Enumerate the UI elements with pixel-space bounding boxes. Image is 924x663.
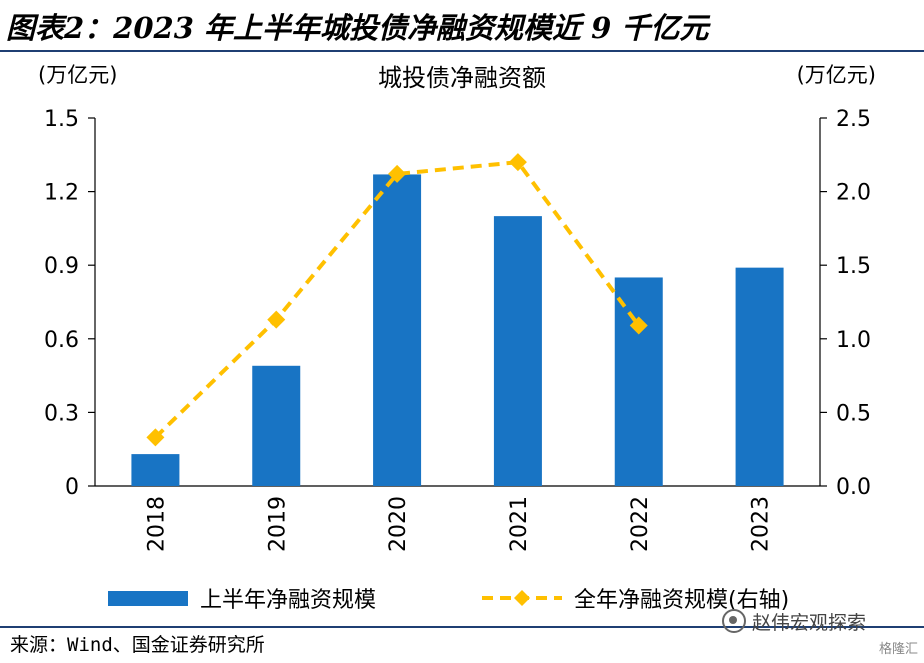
x-tick-label: 2023 [749, 496, 774, 552]
legend-line-label: 全年净融资规模(右轴) [574, 588, 789, 613]
line-path [154, 160, 641, 439]
x-tick-label: 2022 [628, 496, 653, 552]
line-point-2019 [267, 310, 286, 329]
left-tick-label: 0.9 [44, 254, 79, 279]
legend-bar-swatch [108, 591, 188, 606]
right-tick-label: 0.5 [836, 401, 871, 426]
left-tick-label: 1.5 [44, 107, 79, 132]
watermark-text: 赵伟宏观探索 [752, 611, 867, 634]
x-tick-label: 2020 [386, 496, 411, 552]
x-tick-label: 2021 [507, 496, 532, 552]
line-point-2018 [146, 428, 165, 447]
line-point-2020 [388, 164, 407, 183]
left-tick-label: 0.3 [44, 401, 79, 426]
bar-2019 [252, 365, 301, 486]
right-tick-label: 1.0 [836, 328, 871, 353]
left-tick-label: 0 [65, 475, 79, 500]
legend-line-marker [514, 590, 530, 606]
right-tick-label: 0.0 [836, 475, 871, 500]
bar-2020 [373, 174, 422, 486]
right-tick-label: 1.5 [836, 254, 871, 279]
source-note: 来源：Wind、国金证券研究所 [10, 634, 265, 656]
left-tick-label: 1.2 [44, 181, 79, 206]
chart-area: 城投债净融资额 (万亿元) (万亿元) 00.30.60.91.21.50.00… [38, 63, 876, 613]
bar-2023 [735, 267, 784, 486]
chart-title: 城投债净融资额 [378, 64, 546, 92]
legend-bar-label: 上半年净融资规模 [200, 588, 376, 613]
bar-2022 [614, 277, 663, 486]
figure-title: 图表2：2023 年上半年城投债净融资规模近 9 千亿元 [6, 11, 709, 45]
title-rule [0, 50, 924, 52]
watermark-secondary: 格隆汇 [878, 642, 918, 657]
bar-2018 [131, 454, 180, 486]
line-point-2022 [629, 316, 648, 335]
line-series [146, 153, 648, 447]
x-axis-labels: 2018 2019 2020 2021 2022 2023 [144, 496, 773, 552]
left-tick-label: 0.6 [44, 328, 79, 353]
right-axis-unit: (万亿元) [797, 63, 876, 87]
axes: 0 0.3 0.6 0.9 1.2 1.5 0.0 0.5 1.0 1.5 2.0 2.5 [44, 107, 871, 500]
right-tick-label: 2.0 [836, 181, 871, 206]
wechat-icon [722, 609, 746, 633]
watermark: 赵伟宏观探索 [722, 606, 866, 636]
bar-series [131, 174, 784, 486]
bar-2021 [493, 216, 542, 486]
x-tick-label: 2018 [144, 496, 169, 552]
left-axis-unit: (万亿元) [38, 63, 117, 87]
x-tick-label: 2019 [265, 496, 290, 552]
legend: 上半年净融资规模 全年净融资规模(右轴) [108, 588, 789, 613]
footer-rule [0, 626, 924, 628]
right-tick-label: 2.5 [836, 107, 871, 132]
line-point-2021 [508, 153, 527, 172]
